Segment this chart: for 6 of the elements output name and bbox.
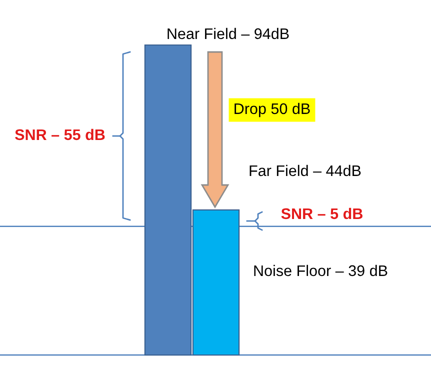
text: SNR – 55 dB (15, 128, 105, 140)
text: Near Field – 94dB (168, 28, 289, 40)
text: Far Field – 44dB (250, 164, 361, 176)
annotation: Drop 50 dB (234, 102, 310, 118)
text: Noise Floor – 39 dB (254, 264, 388, 276)
text: SNR – 5 dB (281, 208, 362, 220)
